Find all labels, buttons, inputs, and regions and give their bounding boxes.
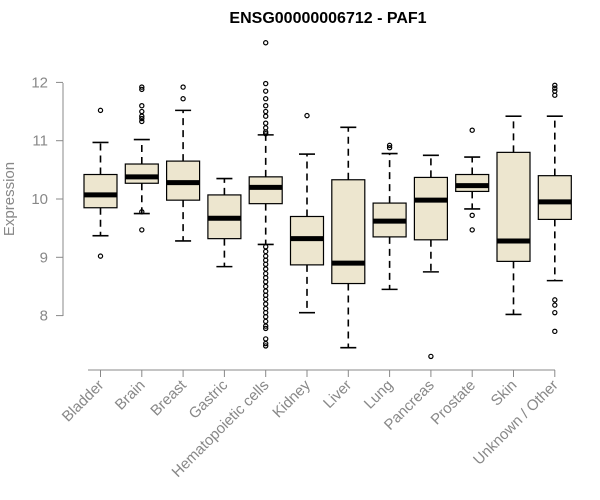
outlier-point (552, 309, 558, 316)
outlier-point (139, 84, 145, 90)
y-tick-label: 9 (40, 249, 48, 266)
y-axis-label: Expression (1, 162, 18, 236)
outlier-point (263, 108, 269, 115)
outlier-point (263, 336, 269, 342)
iqr-box (455, 173, 490, 193)
outlier-point (263, 113, 269, 119)
box-group (207, 177, 242, 268)
outlier-point (263, 244, 269, 250)
x-tick-label: Brain (112, 377, 149, 414)
outlier-point (139, 113, 145, 119)
outlier-point (552, 82, 558, 89)
box-group (166, 84, 201, 242)
outlier-point (469, 212, 475, 219)
x-tick-label: Skin (488, 377, 521, 410)
box-group (124, 84, 159, 233)
outlier-point (180, 96, 186, 102)
outlier-point (263, 120, 269, 126)
outlier-point (139, 118, 145, 125)
outlier-point (386, 144, 393, 151)
y-tick-label: 12 (31, 74, 48, 91)
outlier-point (263, 323, 269, 329)
outlier-point (263, 131, 269, 137)
iqr-box (537, 175, 572, 221)
outlier-point (139, 108, 145, 115)
iqr-box (413, 176, 448, 241)
outlier-point (263, 248, 269, 255)
box-group (289, 112, 325, 314)
x-tick-label: Bladder (59, 377, 108, 426)
outlier-point (180, 84, 186, 90)
iqr-box (124, 163, 159, 184)
x-tick-label: Kidney (269, 376, 314, 421)
box-group (496, 115, 531, 316)
outlier-point (263, 266, 269, 272)
outlier-point (263, 80, 269, 87)
outlier-point (263, 88, 269, 94)
outlier-point (139, 209, 145, 215)
chart-title: ENSG00000006712 - PAF1 (229, 10, 426, 27)
outlier-point (97, 107, 104, 114)
outlier-point (263, 325, 269, 332)
box-group (248, 40, 283, 349)
iqr-box (496, 151, 531, 262)
outlier-point (552, 92, 558, 98)
outlier-point (469, 227, 475, 233)
outlier-point (263, 283, 269, 290)
box-group (455, 127, 490, 233)
outlier-point (552, 85, 558, 91)
x-tick-label: Breast (147, 376, 190, 419)
boxes-layer (83, 40, 572, 360)
iqr-box (83, 173, 118, 209)
iqr-box (248, 176, 283, 205)
outlier-point (263, 103, 269, 109)
y-tick-label: 10 (31, 191, 48, 208)
outlier-point (552, 328, 558, 335)
outlier-point (97, 253, 104, 259)
outlier-point (428, 353, 434, 360)
outlier-point (469, 127, 475, 133)
outlier-point (139, 115, 145, 122)
outlier-point (263, 96, 269, 102)
outlier-point (139, 103, 145, 109)
box-group (331, 126, 366, 349)
outlier-point (139, 86, 145, 93)
x-tick-label: Lung (361, 377, 397, 413)
outlier-point (263, 129, 269, 135)
outlier-point (263, 318, 269, 325)
outlier-point (263, 301, 269, 307)
outlier-point (263, 40, 269, 46)
outlier-point (304, 112, 310, 119)
outlier-point (139, 227, 145, 233)
iqr-box (331, 179, 366, 285)
box-group (372, 142, 407, 291)
y-ticks: 8 9 10 11 12 (31, 74, 63, 325)
outlier-point (263, 340, 269, 347)
outlier-point (552, 302, 558, 308)
x-tick-label: Liver (320, 377, 355, 412)
outlier-point (263, 343, 269, 349)
y-tick-label: 11 (32, 133, 48, 150)
outlier-point (552, 297, 558, 303)
box-group (537, 82, 572, 335)
box-group (83, 107, 118, 259)
box-group (413, 154, 448, 360)
outlier-point (386, 142, 393, 149)
y-tick-label: 8 (40, 308, 48, 325)
x-tick-label: Prostate (427, 377, 479, 429)
